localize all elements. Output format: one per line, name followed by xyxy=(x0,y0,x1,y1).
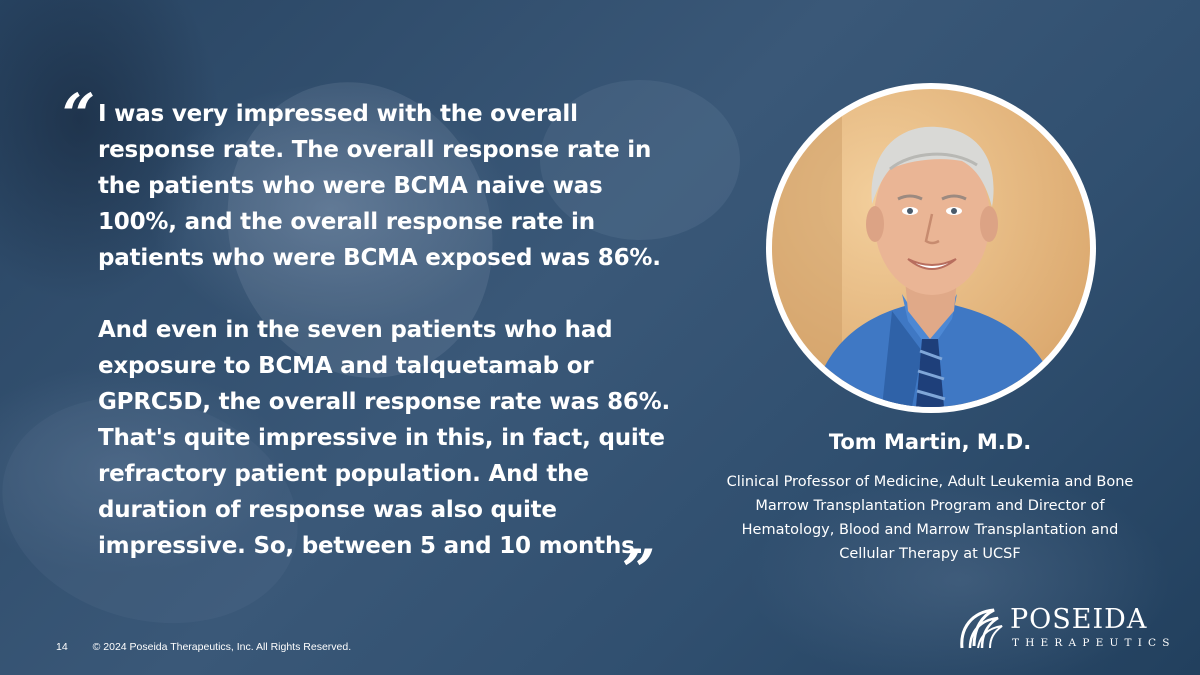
portrait-illustration xyxy=(772,89,1090,407)
quote-paragraph-2: And even in the seven patients who had e… xyxy=(98,317,671,559)
slide-footer: 14 © 2024 Poseida Therapeutics, Inc. All… xyxy=(56,641,351,653)
speaker-title: Clinical Professor of Medicine, Adult Le… xyxy=(726,474,1134,562)
logo-wordmark: POSEIDA xyxy=(1010,604,1148,635)
open-quote-mark: “ xyxy=(62,81,96,149)
testimonial-quote: I was very impressed with the overall re… xyxy=(98,96,678,564)
logo-subtext: THERAPEUTICS xyxy=(1012,637,1176,649)
copyright-text: © 2024 Poseida Therapeutics, Inc. All Ri… xyxy=(92,641,352,653)
speaker-portrait xyxy=(766,83,1096,413)
close-quote-mark: ” xyxy=(622,537,656,605)
company-logo: POSEIDA THERAPEUTICS xyxy=(958,604,1176,656)
page-number: 14 xyxy=(56,641,68,653)
background-highlight xyxy=(540,80,740,240)
wave-logo-icon xyxy=(960,608,1003,649)
quote-paragraph-1: I was very impressed with the overall re… xyxy=(98,101,661,271)
speaker-name: Tom Martin, M.D. xyxy=(828,430,1032,454)
